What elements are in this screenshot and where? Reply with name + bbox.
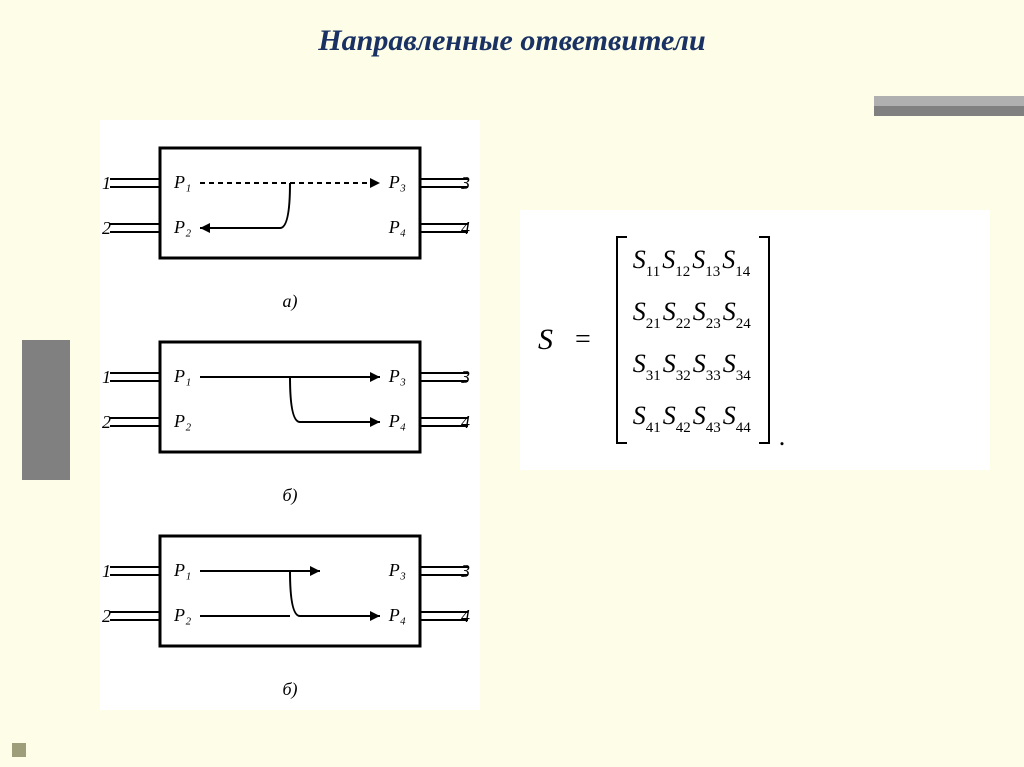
svg-text:P₃: P₃ — [388, 172, 406, 192]
slide-title: Направленные ответвители — [0, 24, 1024, 58]
coupler-svg-1: 1 2 3 4 P₁ P₂ P₃ P₄ — [100, 128, 480, 298]
matrix-cell-2-4: S24 — [723, 297, 753, 331]
svg-text:3: 3 — [460, 561, 470, 581]
matrix-cell-1-4: S14 — [722, 245, 752, 279]
svg-text:4: 4 — [461, 606, 470, 626]
svg-text:1: 1 — [102, 173, 111, 193]
matrix-cell-3-2: S32 — [663, 349, 693, 383]
matrix-cell-1-2: S12 — [662, 245, 692, 279]
matrix-row-4: S41S42S43S44 — [633, 401, 753, 435]
svg-text:P₄: P₄ — [388, 411, 406, 431]
matrix-row-2: S21S22S23S24 — [633, 297, 753, 331]
matrix-cell-4-1: S41 — [633, 401, 663, 435]
decor-bar-bottom — [874, 106, 1024, 116]
diagram-panel: 1 2 3 4 P₁ P₂ P₃ P₄ а) 1 2 3 4 P₁ P₂ P₃ P₄ б) 1 2 3 4 P₁ P₂ P₃ P₄… — [100, 120, 480, 710]
svg-text:P₃: P₃ — [388, 366, 406, 386]
svg-text:3: 3 — [460, 173, 470, 193]
coupler-svg-2: 1 2 3 4 P₁ P₂ P₃ P₄ — [100, 322, 480, 492]
matrix-equals: = — [575, 324, 591, 356]
matrix-cell-3-1: S31 — [633, 349, 663, 383]
matrix-cell-2-2: S22 — [663, 297, 693, 331]
svg-text:P₃: P₃ — [388, 560, 406, 580]
matrix-cell-2-3: S23 — [693, 297, 723, 331]
svg-text:4: 4 — [461, 412, 470, 432]
svg-text:4: 4 — [461, 218, 470, 238]
coupler-diagram-3: 1234P₁P₂P₃P₄б) — [100, 516, 480, 696]
matrix-body: S11S12S13S14S21S22S23S24S31S32S33S34S41S… — [613, 235, 773, 445]
matrix-cell-3-3: S33 — [693, 349, 723, 383]
svg-text:P₁: P₁ — [173, 366, 191, 386]
matrix-cell-4-3: S43 — [693, 401, 723, 435]
matrix-cell-3-4: S34 — [723, 349, 753, 383]
matrix-symbol: S — [538, 323, 553, 357]
decor-bar-top — [874, 96, 1024, 106]
coupler-diagram-1: 1234P₁P₂P₃P₄а) — [100, 128, 480, 308]
svg-text:P₁: P₁ — [173, 172, 191, 192]
matrix-cell-2-1: S21 — [633, 297, 663, 331]
svg-text:2: 2 — [102, 218, 111, 238]
diagram-caption-3: б) — [100, 679, 480, 700]
diagram-caption-1: а) — [100, 291, 480, 312]
matrix-row-3: S31S32S33S34 — [633, 349, 753, 383]
svg-text:1: 1 — [102, 561, 111, 581]
diagram-caption-2: б) — [100, 485, 480, 506]
svg-text:P₂: P₂ — [173, 605, 191, 625]
svg-text:P₄: P₄ — [388, 217, 406, 237]
svg-text:3: 3 — [460, 367, 470, 387]
footer-square-icon — [12, 743, 26, 757]
svg-text:2: 2 — [102, 412, 111, 432]
matrix-row-1: S11S12S13S14 — [633, 245, 753, 279]
svg-text:P₄: P₄ — [388, 605, 406, 625]
matrix-cell-4-4: S44 — [723, 401, 753, 435]
corner-decoration — [874, 96, 1024, 116]
matrix-cell-4-2: S42 — [663, 401, 693, 435]
svg-text:P₂: P₂ — [173, 411, 191, 431]
matrix-cell-1-1: S11 — [633, 245, 662, 279]
s-matrix-panel: S = S11S12S13S14 S21S22S23S24 S31S32S33S34… — [520, 210, 990, 470]
matrix-cell-1-3: S13 — [692, 245, 722, 279]
matrix-rows: S11S12S13S14S21S22S23S24S31S32S33S34S41S… — [629, 237, 757, 444]
svg-text:P₂: P₂ — [173, 217, 191, 237]
svg-text:1: 1 — [102, 367, 111, 387]
matrix-trailing-dot: . — [779, 422, 786, 452]
coupler-diagram-2: 1234P₁P₂P₃P₄б) — [100, 322, 480, 502]
s-matrix-equation: S = S11S12S13S14 S21S22S23S24 S31S32S33S34… — [520, 210, 990, 470]
left-accent-bar — [22, 340, 70, 480]
bracket-right-icon — [757, 235, 773, 445]
bracket-left-icon — [613, 235, 629, 445]
slide: Направленные ответвители 1234P₁P₂P₃P₄а)1… — [0, 0, 1024, 767]
coupler-svg-3: 1 2 3 4 P₁ P₂ P₃ P₄ — [100, 516, 480, 686]
svg-text:2: 2 — [102, 606, 111, 626]
svg-text:P₁: P₁ — [173, 560, 191, 580]
